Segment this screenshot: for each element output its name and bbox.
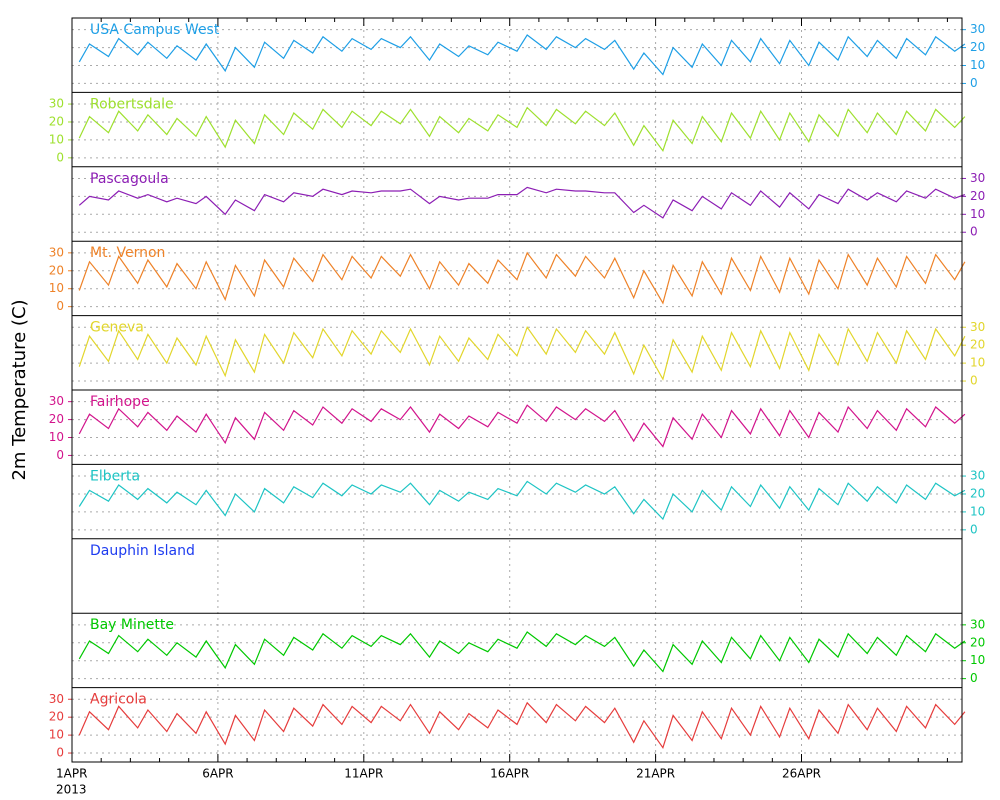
y-tick-label: 20: [970, 486, 985, 500]
series-label: Geneva: [90, 320, 144, 336]
y-tick-label: 0: [56, 448, 64, 462]
series-line: [78, 34, 966, 76]
y-tick-label: 30: [970, 22, 985, 36]
y-tick-label: 20: [970, 635, 985, 649]
y-tick-label: 0: [56, 299, 64, 313]
series-label: Mt. Vernon: [90, 245, 165, 261]
y-tick-label: 30: [49, 245, 64, 259]
series-line: [78, 251, 966, 305]
y-tick-label: 0: [56, 150, 64, 164]
y-tick-label: 0: [56, 746, 64, 760]
y-tick-label: 30: [49, 97, 64, 111]
x-tick-label: 21APR: [636, 767, 675, 781]
x-tick-label: 16APR: [490, 767, 529, 781]
series-label: Robertsdale: [90, 96, 174, 112]
y-tick-label: 10: [970, 504, 985, 518]
y-tick-label: 0: [970, 76, 978, 90]
y-tick-label: 20: [49, 263, 64, 277]
series-label: Fairhope: [90, 394, 150, 410]
y-tick-label: 20: [49, 710, 64, 724]
y-tick-label: 20: [49, 114, 64, 128]
y-tick-label: 10: [970, 58, 985, 72]
y-tick-label: 10: [970, 356, 985, 370]
series-label: USA Campus West: [90, 22, 220, 38]
series-label: Dauphin Island: [90, 543, 195, 559]
y-tick-label: 10: [49, 281, 64, 295]
series-label: Agricola: [90, 692, 147, 708]
series-label: Elberta: [90, 468, 140, 484]
series-line: [78, 631, 966, 673]
y-tick-label: 10: [970, 653, 985, 667]
y-tick-label: 30: [970, 320, 985, 334]
y-tick-label: 10: [49, 728, 64, 742]
y-tick-label: 0: [970, 522, 978, 536]
y-tick-label: 20: [49, 412, 64, 426]
y-tick-label: 0: [970, 671, 978, 685]
y-tick-label: 30: [970, 469, 985, 483]
series-line: [78, 106, 966, 152]
y-tick-label: 10: [49, 430, 64, 444]
y-tick-label: 30: [49, 692, 64, 706]
series-label: Pascagoula: [90, 171, 169, 187]
series-line: [78, 404, 966, 448]
y-tick-label: 20: [970, 40, 985, 54]
y-tick-label: 30: [970, 617, 985, 631]
y-tick-label: 0: [970, 374, 978, 388]
series-line: [78, 701, 966, 750]
x-tick-label: 6APR: [202, 767, 233, 781]
series-line: [78, 480, 966, 521]
y-tick-label: 20: [970, 189, 985, 203]
y-tick-label: 30: [970, 171, 985, 185]
plot-frame: [71, 17, 963, 763]
series-label: Bay Minette: [90, 617, 174, 633]
y-tick-label: 30: [49, 394, 64, 408]
series-line: [78, 186, 966, 219]
y-tick-label: 20: [970, 338, 985, 352]
x-tick-label: 11APR: [344, 767, 383, 781]
y-axis-label: 2m Temperature (C): [9, 299, 30, 480]
series-line: [78, 326, 966, 381]
y-tick-label: 10: [49, 132, 64, 146]
x-tick-label: 26APR: [782, 767, 821, 781]
y-tick-label: 0: [970, 225, 978, 239]
x-tick-label: 1APR: [56, 767, 87, 781]
x-year-label: 2013: [56, 783, 87, 797]
y-tick-label: 10: [970, 207, 985, 221]
